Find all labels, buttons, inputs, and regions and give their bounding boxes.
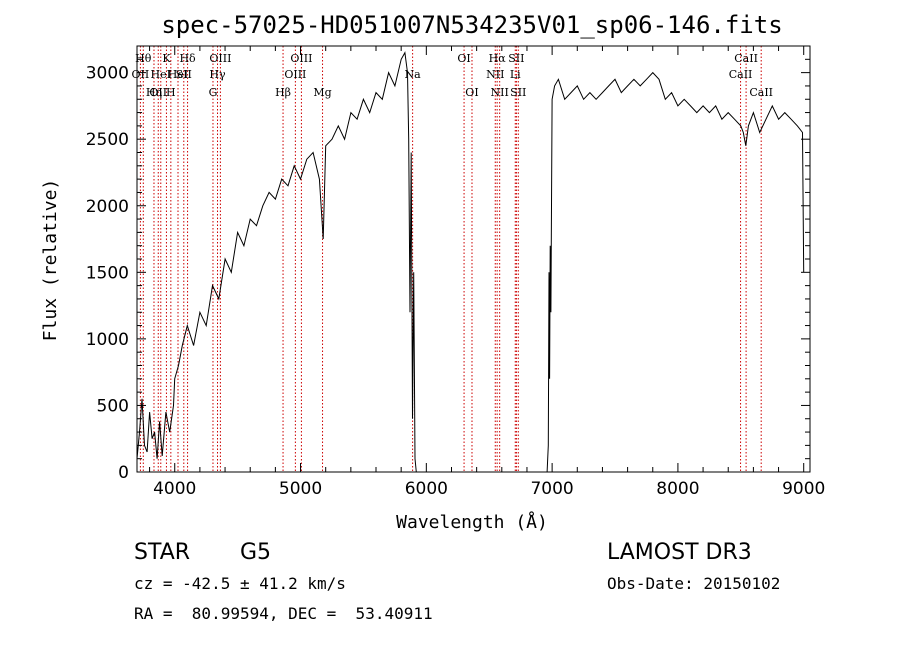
line-label: Hθ — [135, 52, 152, 65]
line-label: SII — [508, 52, 524, 65]
object-subclass: G5 — [240, 540, 272, 565]
line-label: OII — [132, 68, 150, 81]
line-label: H — [166, 86, 176, 99]
line-label: CaII — [729, 68, 753, 81]
line-label: Hη — [146, 86, 162, 99]
line-label: G — [209, 86, 218, 99]
y-tick-label: 1000 — [86, 330, 129, 350]
line-label: OIII — [209, 52, 231, 65]
coordinates: RA = 80.99594, DEC = 53.40911 — [134, 604, 433, 623]
spectrum-line — [136, 51, 805, 473]
line-label: SII — [176, 68, 192, 81]
line-label: Hβ — [275, 86, 291, 99]
line-label: Mg — [313, 86, 331, 99]
line-label: Hδ — [179, 52, 196, 65]
x-tick-label: 4000 — [153, 479, 196, 499]
line-label: OII — [149, 86, 167, 99]
y-tick-label: 2000 — [86, 197, 129, 217]
line-label: CaII — [749, 86, 773, 99]
x-axis: 4000 5000 6000 7000 8000 9000 — [149, 46, 825, 499]
line-label: Na — [405, 68, 422, 81]
line-label: OIII — [290, 52, 312, 65]
x-tick-label: 7000 — [530, 479, 573, 499]
line-label: Hγ — [209, 68, 226, 81]
x-axis-label: Wavelength (Å) — [396, 511, 548, 533]
line-label: OIII — [284, 68, 306, 81]
line-label: NII — [491, 86, 509, 99]
line-label: SII — [510, 86, 526, 99]
y-tick-label: 500 — [97, 396, 129, 416]
line-label: OI — [465, 86, 478, 99]
x-tick-label: 8000 — [656, 479, 699, 499]
line-label: Hα — [489, 52, 507, 65]
y-tick-label: 2500 — [86, 130, 129, 150]
line-labels: OIIHθHηOIIHeIKHHeISIIHδGHγOIIIHβOIIIOIII… — [132, 52, 773, 99]
y-axis-label: Flux (relative) — [40, 179, 61, 342]
redshift-velocity: cz = -42.5 ± 41.2 km/s — [134, 574, 346, 593]
line-label: K — [162, 52, 171, 65]
x-tick-label: 9000 — [782, 479, 825, 499]
y-tick-label: 0 — [118, 463, 129, 483]
survey-name: LAMOST DR3 — [607, 540, 752, 565]
x-tick-label: 5000 — [279, 479, 322, 499]
line-label: HeI — [168, 68, 188, 81]
y-axis: 0 500 1000 1500 2000 2500 3000 — [86, 45, 810, 483]
line-label: NII — [486, 68, 504, 81]
line-label: CaII — [734, 52, 758, 65]
y-tick-label: 1500 — [86, 263, 129, 283]
x-tick-label: 6000 — [405, 479, 448, 499]
line-markers — [139, 46, 762, 472]
chart-title: spec-57025-HD051007N534235V01_sp06-146.f… — [161, 11, 782, 39]
plot-frame — [136, 45, 811, 473]
object-class: STAR — [134, 540, 191, 565]
line-label: HeI — [151, 68, 171, 81]
observation-date: Obs-Date: 20150102 — [607, 574, 781, 593]
line-label: OI — [457, 52, 470, 65]
line-label: Li — [510, 68, 521, 81]
y-tick-label: 3000 — [86, 64, 129, 84]
